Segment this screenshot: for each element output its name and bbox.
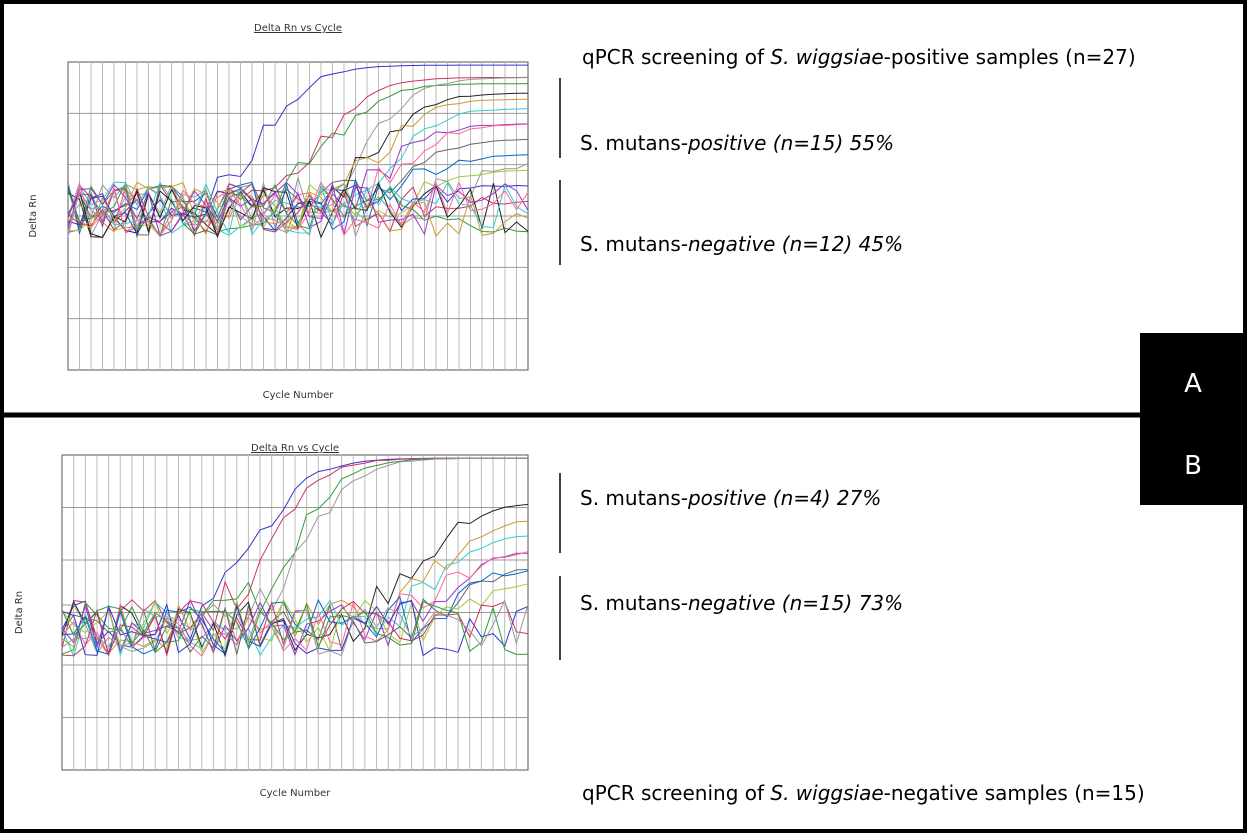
amplification-curve <box>61 601 529 655</box>
caption-part: -positive samples (n=27) <box>884 45 1136 69</box>
amplification-curve <box>61 503 529 658</box>
amplification-curve <box>67 181 529 237</box>
caption-part: S. mutans <box>580 591 681 615</box>
y-axis-label: Delta Rn <box>28 194 39 237</box>
amplification-curve <box>61 520 529 655</box>
chart-title: Delta Rn vs Cycle <box>251 443 339 454</box>
amplification-curve <box>67 181 529 238</box>
caption: S. mutans-negative (n=12) 45% <box>580 232 903 256</box>
amplification-curve <box>67 108 529 238</box>
amplification-curve <box>61 600 529 658</box>
label-box <box>1140 333 1247 505</box>
caption-part: S. mutans <box>580 232 681 256</box>
amplification-curve <box>67 184 529 236</box>
amplification-curve <box>67 138 529 236</box>
amplification-curve <box>61 551 529 657</box>
caption-part: qPCR screening of <box>582 45 770 69</box>
caption-part: -negative (n=12) 45% <box>681 232 903 256</box>
caption: S. mutans-positive (n=15) 55% <box>580 131 894 155</box>
caption-part: -positive (n=15) 55% <box>681 131 894 155</box>
amplification-curve <box>61 599 529 657</box>
amplification-curve <box>67 180 529 237</box>
amplification-curve <box>61 570 529 655</box>
x-axis-label: Cycle Number <box>260 788 332 799</box>
amplification-curve <box>61 583 529 654</box>
caption-part: S. mutans <box>580 131 681 155</box>
amplification-curve <box>61 457 528 655</box>
caption-part: qPCR screening of <box>582 781 770 805</box>
caption: qPCR screening of S. wiggsiae-negative s… <box>582 781 1145 805</box>
panel-label: B <box>1184 451 1202 481</box>
panel-label: A <box>1184 369 1202 399</box>
amplification-curve <box>67 154 529 231</box>
caption: qPCR screening of S. wiggsiae-positive s… <box>582 45 1136 69</box>
amplification-curve <box>67 181 529 237</box>
caption-part: -negative samples (n=15) <box>884 781 1145 805</box>
x-axis-label: Cycle Number <box>263 390 335 401</box>
caption-part: S. mutans <box>580 486 681 510</box>
caption: S. mutans-positive (n=4) 27% <box>580 486 881 510</box>
caption-part: -positive (n=4) 27% <box>681 486 882 510</box>
y-axis-label: Delta Rn <box>14 591 25 634</box>
chart-title: Delta Rn vs Cycle <box>254 23 342 34</box>
caption-part: S. wiggsiae <box>770 45 883 69</box>
amplification-curve <box>67 98 529 236</box>
caption-part: -negative (n=15) 73% <box>681 591 903 615</box>
caption-part: S. wiggsiae <box>770 781 883 805</box>
amplification-curve <box>67 183 529 238</box>
caption: S. mutans-negative (n=15) 73% <box>580 591 903 615</box>
amplification-curve <box>67 181 529 238</box>
amplification-curve <box>61 535 529 658</box>
